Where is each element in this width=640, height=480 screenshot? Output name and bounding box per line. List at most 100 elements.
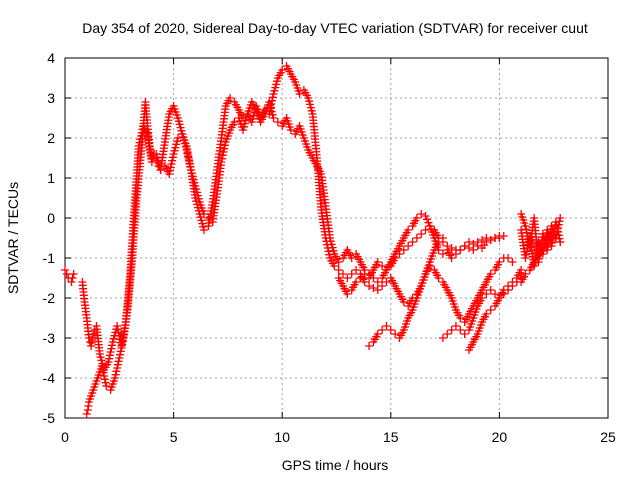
data-point: [167, 160, 176, 168]
data-point: [482, 234, 491, 242]
data-point: [521, 222, 530, 230]
y-tick-label: -4: [43, 370, 56, 386]
data-point: [105, 351, 114, 360]
data-point: [495, 294, 504, 302]
data-point: [104, 358, 113, 366]
data-point: [434, 238, 443, 246]
data-point: [220, 144, 229, 153]
data-point: [111, 370, 120, 379]
data-point: [456, 314, 465, 322]
data-point: [504, 254, 513, 262]
data-point: [517, 266, 526, 274]
data-point: [218, 151, 227, 160]
data-point: [417, 230, 426, 238]
data-point: [218, 154, 227, 163]
data-point: [522, 247, 531, 256]
data-point: [478, 294, 487, 302]
data-point: [260, 106, 269, 114]
data-point: [521, 270, 530, 278]
data-point: [69, 270, 78, 278]
data-point: [322, 237, 331, 246]
data-point: [165, 166, 174, 175]
data-point: [555, 217, 564, 226]
x-tick-label: 5: [170, 429, 178, 445]
data-point: [508, 258, 517, 266]
data-point: [113, 325, 122, 334]
data-point: [115, 354, 124, 362]
data-point: [382, 266, 391, 274]
data-point: [538, 246, 547, 254]
y-tick-label: -1: [43, 250, 56, 266]
data-point: [339, 270, 348, 278]
data-point: [522, 225, 531, 234]
data-point: [107, 344, 116, 353]
x-axis-label: GPS time / hours: [282, 457, 389, 473]
data-point: [356, 274, 365, 282]
data-point: [113, 364, 122, 372]
data-point: [61, 266, 69, 274]
data-point: [343, 274, 352, 282]
data-point: [265, 110, 274, 118]
data-point: [543, 242, 552, 250]
data-point: [265, 106, 274, 115]
data-point: [404, 226, 413, 234]
data-point: [116, 350, 125, 359]
data-point: [417, 210, 426, 218]
data-point: [373, 258, 382, 266]
data-point: [166, 163, 175, 172]
data-point: [378, 282, 387, 290]
y-tick-label: -2: [43, 290, 56, 306]
data-point: [373, 330, 382, 338]
data-point: [447, 326, 456, 334]
data-point: [347, 270, 356, 278]
data-point: [425, 222, 434, 230]
data-point: [114, 328, 123, 337]
data-point: [98, 365, 107, 374]
data-point: [323, 244, 332, 252]
data-point: [110, 374, 119, 382]
data-point: [113, 322, 122, 330]
grid-lines: [65, 58, 608, 418]
data-point: [378, 326, 387, 334]
data-point: [118, 337, 127, 346]
data-point: [553, 227, 562, 236]
data-point: [100, 375, 109, 384]
data-point: [460, 242, 469, 250]
data-point: [269, 114, 278, 122]
data-point: [521, 254, 530, 262]
data-point: [399, 298, 408, 306]
data-point: [556, 238, 565, 246]
data-point: [438, 334, 447, 342]
data-point: [404, 242, 413, 250]
data-point: [68, 274, 77, 282]
series-segment-g: [464, 274, 526, 354]
data-point: [99, 368, 108, 377]
data-point: [382, 278, 391, 286]
data-point: [421, 226, 430, 234]
data-point: [156, 166, 165, 174]
series-segment-c: [82, 62, 517, 418]
data-point: [508, 282, 517, 290]
data-point: [230, 118, 239, 126]
data-point: [82, 410, 91, 418]
data-point: [343, 290, 352, 298]
data-point: [438, 234, 447, 242]
data-point: [473, 238, 482, 246]
data-point: [482, 290, 491, 298]
data-point: [113, 360, 122, 369]
data-point: [168, 156, 177, 165]
data-point: [67, 278, 76, 286]
data-point: [352, 278, 361, 286]
data-point: [482, 310, 491, 318]
data-point: [226, 94, 235, 102]
data-point: [373, 286, 382, 294]
data-point: [491, 234, 500, 242]
data-point: [395, 250, 404, 258]
data-point: [504, 286, 513, 294]
data-point: [456, 326, 465, 334]
data-point: [556, 214, 565, 222]
data-point: [173, 134, 182, 142]
y-tick-label: 4: [47, 50, 55, 66]
data-point: [239, 114, 248, 122]
